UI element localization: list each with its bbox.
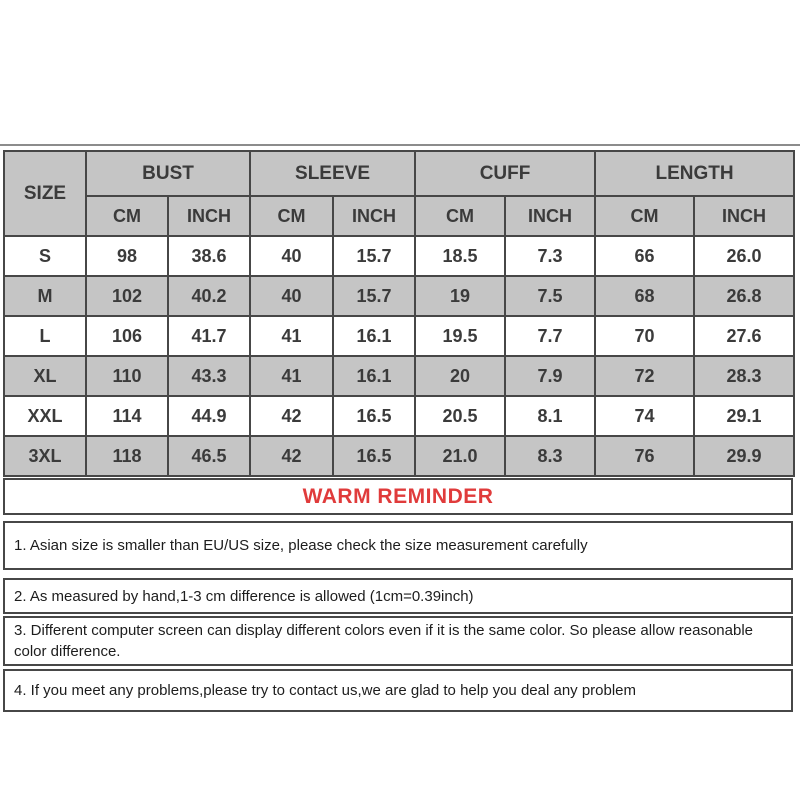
table-row: S 98 38.6 40 15.7 18.5 7.3 66 26.0 bbox=[3, 235, 796, 277]
measurement-cell: 7.5 bbox=[504, 275, 597, 317]
header-group-row: SIZE BUST SLEEVE CUFF LENGTH bbox=[3, 150, 796, 237]
measurement-cell: 106 bbox=[85, 315, 169, 357]
note-text-2: 2. As measured by hand,1-3 cm difference… bbox=[14, 587, 474, 605]
top-divider-line bbox=[0, 144, 800, 146]
measurement-cell: 114 bbox=[85, 395, 169, 437]
measurement-cell: 29.1 bbox=[693, 395, 796, 437]
measurement-cell: 42 bbox=[249, 435, 335, 477]
measurement-cell: 46.5 bbox=[166, 435, 252, 477]
measurement-cell: 98 bbox=[85, 235, 169, 277]
note-item-4: 4. If you meet any problems,please try t… bbox=[3, 669, 793, 712]
measurement-cell: 20 bbox=[414, 355, 507, 397]
note-item-1: 1. Asian size is smaller than EU/US size… bbox=[3, 521, 793, 570]
group-header-length: LENGTH bbox=[594, 150, 796, 197]
subheader-cuff-inch: INCH bbox=[504, 195, 597, 237]
size-cell: S bbox=[3, 235, 87, 277]
note-text-4: 4. If you meet any problems,please try t… bbox=[14, 682, 637, 699]
subheader-length-inch: INCH bbox=[693, 195, 796, 237]
note-text-3: 3. Different computer screen can display… bbox=[14, 622, 754, 660]
subheader-sleeve-cm: CM bbox=[249, 195, 335, 237]
measurement-cell: 44.9 bbox=[166, 395, 252, 437]
measurement-cell: 40 bbox=[249, 235, 335, 277]
subheader-bust-cm: CM bbox=[85, 195, 169, 237]
warm-reminder-title: WARM REMINDER bbox=[302, 484, 494, 508]
measurement-cell: 76 bbox=[594, 435, 696, 477]
group-header-sleeve: SLEEVE bbox=[249, 150, 417, 197]
measurement-cell: 74 bbox=[594, 395, 696, 437]
measurement-cell: 28.3 bbox=[693, 355, 796, 397]
measurement-cell: 72 bbox=[594, 355, 696, 397]
measurement-cell: 41.7 bbox=[166, 315, 252, 357]
size-cell: M bbox=[3, 275, 87, 317]
subheader-length-cm: CM bbox=[594, 195, 696, 237]
measurement-cell: 7.9 bbox=[504, 355, 597, 397]
measurement-cell: 16.1 bbox=[332, 315, 417, 357]
measurement-cell: 40.2 bbox=[166, 275, 252, 317]
measurement-cell: 26.0 bbox=[693, 235, 796, 277]
size-chart-body: S 98 38.6 40 15.7 18.5 7.3 66 26.0 M 102 40.2 40 15.7… bbox=[3, 235, 796, 477]
measurement-cell: 41 bbox=[249, 355, 335, 397]
group-header-bust: BUST bbox=[84, 150, 252, 197]
measurement-cell: 40 bbox=[249, 275, 335, 317]
table-row: 3XL 118 46.5 42 16.5 21.0 8.3 76 29.9 bbox=[3, 435, 796, 477]
measurement-cell: 68 bbox=[594, 275, 696, 317]
measurement-cell: 15.7 bbox=[332, 275, 417, 317]
measurement-cell: 29.9 bbox=[693, 435, 796, 477]
size-cell: 3XL bbox=[3, 435, 87, 477]
measurement-cell: 8.3 bbox=[504, 435, 597, 477]
table-row: XXL 114 44.9 42 16.5 20.5 8.1 74 29.1 bbox=[3, 395, 796, 437]
measurement-cell: 42 bbox=[249, 395, 335, 437]
size-cell: XXL bbox=[3, 395, 87, 437]
measurement-cell: 110 bbox=[85, 355, 169, 397]
measurement-cell: 19 bbox=[414, 275, 507, 317]
measurement-cell: 16.5 bbox=[332, 435, 417, 477]
table-row: L 106 41.7 41 16.1 19.5 7.7 70 27.6 bbox=[3, 315, 796, 357]
table-row: XL 110 43.3 41 16.1 20 7.9 72 28.3 bbox=[3, 355, 796, 397]
measurement-cell: 41 bbox=[249, 315, 335, 357]
note-text-1: 1. Asian size is smaller than EU/US size… bbox=[14, 537, 588, 554]
measurement-cell: 38.6 bbox=[166, 235, 252, 277]
subheader-bust-inch: INCH bbox=[166, 195, 252, 237]
note-item-3: 3. Different computer screen can display… bbox=[3, 616, 793, 666]
subheader-cuff-cm: CM bbox=[414, 195, 507, 237]
measurement-cell: 27.6 bbox=[693, 315, 796, 357]
measurement-cell: 7.7 bbox=[504, 315, 597, 357]
measurement-cell: 102 bbox=[85, 275, 169, 317]
subheader-sleeve-inch: INCH bbox=[332, 195, 417, 237]
size-header-cell: SIZE bbox=[3, 150, 87, 237]
measurement-cell: 70 bbox=[594, 315, 696, 357]
measurement-cell: 43.3 bbox=[166, 355, 252, 397]
measurement-cell: 66 bbox=[594, 235, 696, 277]
group-header-cuff: CUFF bbox=[414, 150, 597, 197]
table-row: M 102 40.2 40 15.7 19 7.5 68 26.8 bbox=[3, 275, 796, 317]
size-cell: XL bbox=[3, 355, 87, 397]
measurement-cell: 26.8 bbox=[693, 275, 796, 317]
note-item-2: 2. As measured by hand,1-3 cm difference… bbox=[3, 578, 793, 614]
measurement-cell: 18.5 bbox=[414, 235, 507, 277]
measurement-cell: 15.7 bbox=[332, 235, 417, 277]
measurement-cell: 21.0 bbox=[414, 435, 507, 477]
measurement-cell: 8.1 bbox=[504, 395, 597, 437]
measurement-cell: 7.3 bbox=[504, 235, 597, 277]
measurement-cell: 19.5 bbox=[414, 315, 507, 357]
measurement-cell: 118 bbox=[85, 435, 169, 477]
size-cell: L bbox=[3, 315, 87, 357]
warm-reminder-banner: WARM REMINDER bbox=[3, 478, 793, 515]
measurement-cell: 16.1 bbox=[332, 355, 417, 397]
measurement-cell: 16.5 bbox=[332, 395, 417, 437]
measurement-cell: 20.5 bbox=[414, 395, 507, 437]
header-unit-row: CM INCH CM INCH CM INCH CM INCH bbox=[4, 195, 796, 237]
size-chart-table: SIZE BUST SLEEVE CUFF LENGTH CM INCH CM … bbox=[3, 150, 796, 477]
